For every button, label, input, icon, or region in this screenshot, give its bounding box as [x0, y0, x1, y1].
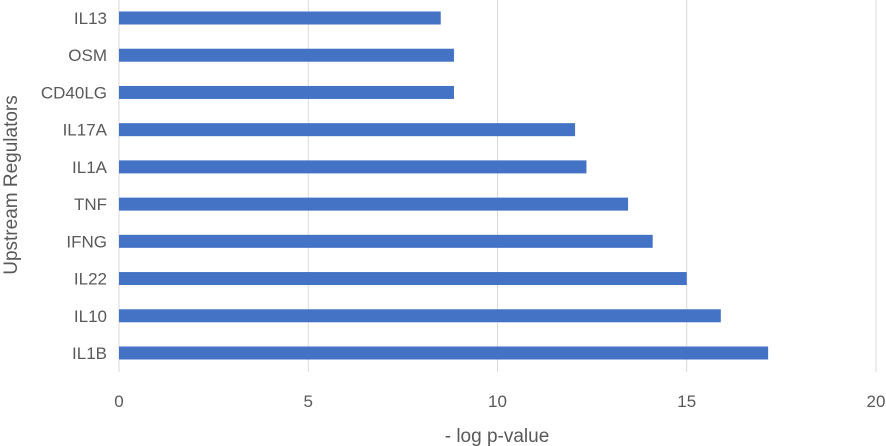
- category-label: IL1B: [72, 344, 107, 363]
- bar-ifng: [119, 234, 653, 248]
- x-tick-labels: 0 5 10 15 20: [114, 392, 885, 411]
- bar-il1b: [119, 346, 769, 360]
- category-label: IL17A: [63, 121, 108, 140]
- bar-il13: [119, 11, 441, 25]
- bars: [119, 11, 769, 360]
- category-label: IL10: [74, 307, 107, 326]
- bar-osm: [119, 48, 454, 62]
- x-tick-label: 5: [304, 392, 313, 411]
- bar-il10: [119, 309, 721, 323]
- y-axis-title: Upstream Regulators: [1, 95, 22, 275]
- bar-tnf: [119, 197, 629, 211]
- category-label: CD40LG: [41, 83, 107, 102]
- category-labels: IL13 OSM CD40LG IL17A IL1A TNF IFNG IL22 IL10 IL1…: [41, 9, 108, 363]
- x-tick-label: 20: [867, 392, 886, 411]
- x-axis-title: - log p-value: [445, 426, 550, 446]
- bar-il22: [119, 272, 687, 286]
- x-tick-label: 10: [488, 392, 507, 411]
- category-label: IL13: [74, 9, 107, 28]
- category-label: IL22: [74, 270, 107, 289]
- bar-il17a: [119, 123, 576, 137]
- category-label: IL1A: [72, 158, 108, 177]
- bar-il1a: [119, 160, 587, 174]
- category-label: OSM: [68, 46, 107, 65]
- x-tick-label: 15: [677, 392, 696, 411]
- category-label: TNF: [74, 195, 107, 214]
- bar-cd40lg: [119, 85, 454, 99]
- category-label: IFNG: [66, 232, 107, 251]
- x-tick-label: 0: [114, 392, 123, 411]
